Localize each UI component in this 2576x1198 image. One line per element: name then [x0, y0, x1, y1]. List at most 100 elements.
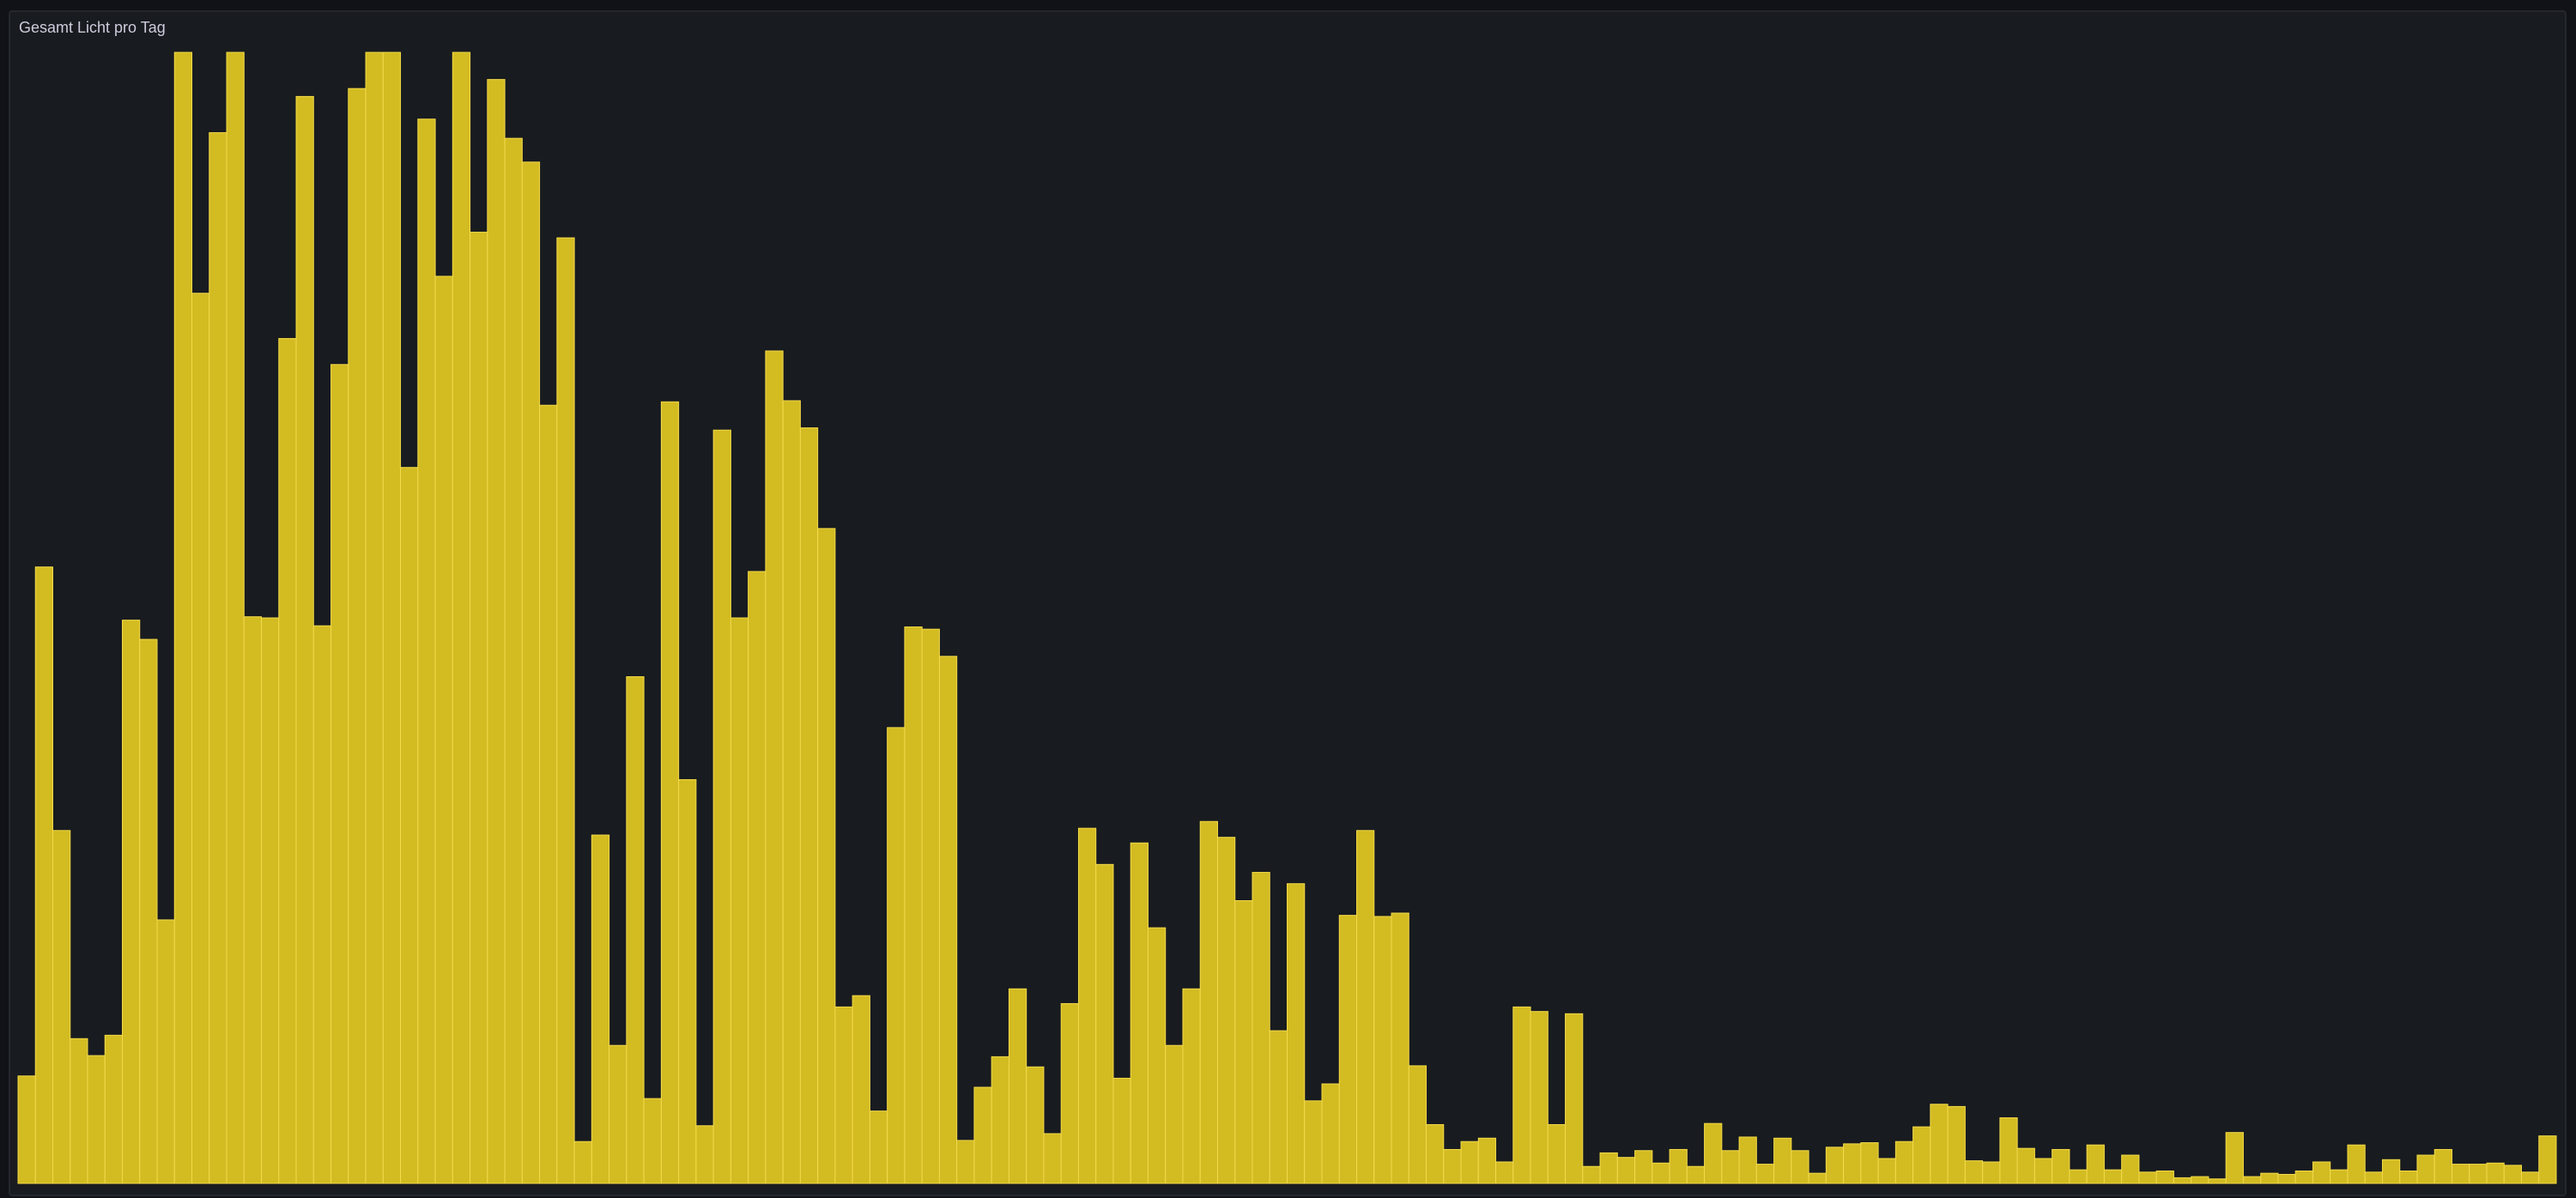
bar: [556, 237, 575, 1184]
bar: [1026, 1066, 1045, 1184]
bar: [2173, 1177, 2192, 1184]
bar: [2399, 1171, 2418, 1184]
bar: [2034, 1158, 2053, 1184]
bar: [1894, 1141, 1914, 1184]
bar: [122, 620, 141, 1184]
bar: [278, 337, 297, 1184]
bar: [226, 51, 245, 1184]
bar: [173, 51, 193, 1184]
bar: [504, 137, 523, 1184]
bar: [1999, 1117, 2018, 1184]
bar: [609, 1044, 627, 1184]
bar: [139, 638, 158, 1184]
bar: [1599, 1152, 1618, 1184]
bar: [817, 528, 836, 1184]
bar: [2277, 1173, 2296, 1184]
bar: [104, 1034, 124, 1184]
bar: [1008, 988, 1027, 1184]
bar: [1287, 883, 1306, 1184]
bar: [1234, 900, 1253, 1184]
bar: [1426, 1123, 1445, 1184]
bar: [591, 834, 610, 1184]
bar: [938, 656, 958, 1184]
bar: [2155, 1171, 2174, 1184]
bar: [1495, 1161, 1514, 1184]
bar: [156, 919, 175, 1184]
bar: [1565, 1013, 1584, 1184]
bar: [1304, 1100, 1323, 1184]
bar: [1252, 872, 1270, 1184]
bar: [1130, 842, 1149, 1184]
bar: [973, 1086, 992, 1184]
bar: [2103, 1169, 2123, 1184]
bar: [1216, 837, 1236, 1184]
bar: [2208, 1178, 2227, 1184]
bar: [1530, 1011, 1549, 1184]
chart-panel: Gesamt Licht pro Tag: [9, 10, 2567, 1196]
bar: [782, 400, 801, 1184]
bar: [400, 467, 419, 1184]
bar: [765, 350, 784, 1184]
bar-chart: [17, 51, 2557, 1184]
bar: [660, 401, 680, 1184]
bar: [1964, 1160, 1984, 1184]
bar: [1165, 1044, 1184, 1184]
bar: [1982, 1161, 2001, 1184]
bar: [1321, 1083, 1340, 1184]
bar: [1582, 1165, 1601, 1184]
bar: [1755, 1164, 1775, 1184]
bar: [1443, 1148, 1462, 1184]
bar: [382, 51, 402, 1184]
bar: [730, 617, 749, 1184]
bar: [695, 1125, 714, 1184]
bar: [2347, 1144, 2366, 1184]
bar: [2260, 1172, 2279, 1184]
bar: [678, 778, 697, 1184]
bar: [191, 293, 210, 1184]
bar: [2381, 1159, 2401, 1184]
bar: [2469, 1164, 2488, 1184]
bar: [1791, 1150, 1809, 1184]
bar: [417, 118, 436, 1184]
bar: [17, 1075, 36, 1184]
bar: [70, 1038, 88, 1184]
bar: [1808, 1172, 1827, 1184]
bar: [1947, 1105, 1966, 1184]
bar: [1043, 1133, 1062, 1184]
bar: [2242, 1176, 2262, 1184]
bar: [1912, 1126, 1931, 1184]
bar: [2416, 1154, 2435, 1184]
bar: [2294, 1171, 2313, 1184]
bar: [1547, 1123, 1567, 1184]
bar: [887, 727, 906, 1184]
bar: [521, 161, 541, 1184]
bar: [2486, 1162, 2505, 1184]
bar: [1669, 1148, 1688, 1184]
bar: [365, 51, 384, 1184]
bar: [452, 51, 471, 1184]
bar: [852, 995, 870, 1184]
bar: [869, 1110, 888, 1184]
bar: [2016, 1147, 2035, 1184]
bar: [34, 566, 53, 1184]
bar: [330, 364, 349, 1184]
bar: [487, 79, 506, 1184]
bar: [52, 830, 71, 1184]
bar: [1338, 915, 1358, 1184]
bar: [1060, 1002, 1079, 1184]
bar: [626, 676, 645, 1184]
bar: [2121, 1154, 2140, 1184]
bar: [1738, 1136, 1757, 1184]
bar: [2069, 1169, 2088, 1184]
bar: [2520, 1171, 2540, 1184]
bar: [2364, 1171, 2383, 1184]
bar: [209, 132, 227, 1184]
bar: [1077, 827, 1097, 1184]
bar: [1391, 912, 1409, 1184]
bar: [1721, 1150, 1740, 1184]
bar: [956, 1140, 975, 1184]
bar: [991, 1056, 1009, 1184]
bar: [1843, 1143, 1862, 1184]
bar: [1773, 1137, 1792, 1184]
bar: [295, 95, 314, 1184]
